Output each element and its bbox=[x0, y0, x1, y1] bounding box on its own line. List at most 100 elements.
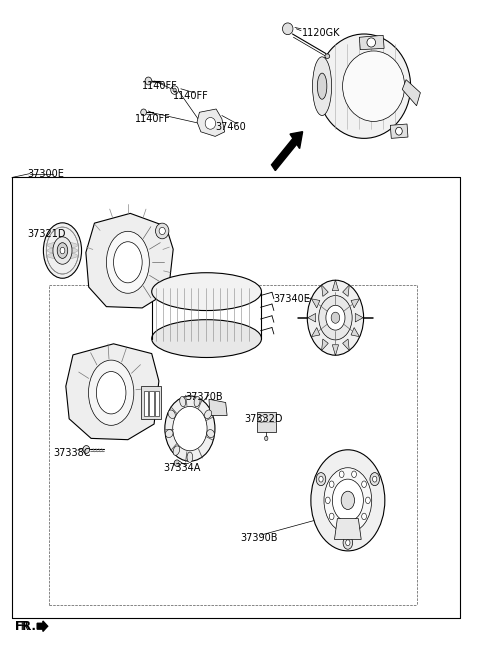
Ellipse shape bbox=[47, 248, 78, 253]
Bar bbox=[155, 391, 159, 415]
Ellipse shape bbox=[96, 371, 126, 414]
Ellipse shape bbox=[159, 227, 165, 234]
Ellipse shape bbox=[57, 243, 68, 258]
Ellipse shape bbox=[367, 38, 375, 47]
Ellipse shape bbox=[53, 237, 72, 264]
Polygon shape bbox=[335, 519, 361, 540]
Polygon shape bbox=[312, 299, 320, 308]
Ellipse shape bbox=[47, 252, 78, 259]
Polygon shape bbox=[86, 214, 173, 308]
Bar bbox=[257, 412, 276, 432]
Bar bbox=[144, 391, 148, 415]
Polygon shape bbox=[355, 314, 363, 322]
Ellipse shape bbox=[352, 523, 357, 530]
Ellipse shape bbox=[331, 312, 340, 324]
Ellipse shape bbox=[88, 360, 134, 425]
Polygon shape bbox=[312, 328, 320, 337]
Ellipse shape bbox=[346, 540, 350, 546]
Ellipse shape bbox=[173, 446, 180, 455]
Ellipse shape bbox=[166, 430, 173, 438]
Ellipse shape bbox=[107, 231, 149, 293]
Ellipse shape bbox=[141, 109, 146, 115]
Ellipse shape bbox=[325, 54, 330, 58]
Ellipse shape bbox=[259, 415, 264, 422]
Text: 37300E: 37300E bbox=[28, 169, 64, 179]
Text: 37370B: 37370B bbox=[185, 392, 223, 402]
Ellipse shape bbox=[205, 117, 216, 129]
Polygon shape bbox=[343, 339, 349, 350]
Polygon shape bbox=[141, 386, 161, 419]
Polygon shape bbox=[322, 339, 328, 350]
Ellipse shape bbox=[352, 471, 357, 477]
Ellipse shape bbox=[311, 450, 385, 551]
Ellipse shape bbox=[207, 430, 215, 438]
Text: 37332D: 37332D bbox=[245, 414, 283, 424]
Text: 1140FF: 1140FF bbox=[173, 91, 209, 101]
Ellipse shape bbox=[307, 280, 364, 355]
Ellipse shape bbox=[362, 481, 366, 487]
Ellipse shape bbox=[343, 536, 353, 550]
Text: 37321D: 37321D bbox=[28, 229, 66, 239]
FancyArrow shape bbox=[37, 621, 48, 631]
Text: 37334A: 37334A bbox=[164, 462, 201, 473]
Ellipse shape bbox=[332, 479, 363, 521]
Ellipse shape bbox=[156, 223, 169, 239]
Ellipse shape bbox=[60, 248, 65, 253]
Polygon shape bbox=[351, 299, 360, 308]
Ellipse shape bbox=[396, 127, 402, 135]
Polygon shape bbox=[343, 285, 349, 297]
FancyArrow shape bbox=[272, 132, 302, 170]
Ellipse shape bbox=[318, 34, 410, 138]
Ellipse shape bbox=[168, 410, 175, 419]
Ellipse shape bbox=[282, 23, 293, 35]
Polygon shape bbox=[322, 285, 328, 297]
Ellipse shape bbox=[43, 223, 82, 278]
Text: 1120GK: 1120GK bbox=[302, 28, 340, 38]
Text: 37338C: 37338C bbox=[53, 448, 90, 458]
Ellipse shape bbox=[324, 468, 372, 533]
Ellipse shape bbox=[264, 436, 268, 441]
Ellipse shape bbox=[316, 473, 326, 485]
Polygon shape bbox=[209, 400, 227, 415]
Ellipse shape bbox=[152, 320, 262, 358]
Polygon shape bbox=[332, 345, 338, 356]
Polygon shape bbox=[308, 314, 316, 322]
Ellipse shape bbox=[325, 497, 330, 504]
Ellipse shape bbox=[329, 481, 334, 487]
Polygon shape bbox=[332, 280, 338, 291]
Ellipse shape bbox=[145, 77, 152, 85]
Ellipse shape bbox=[165, 396, 215, 461]
Bar bbox=[149, 391, 154, 415]
Ellipse shape bbox=[326, 305, 345, 330]
Ellipse shape bbox=[180, 396, 186, 407]
Ellipse shape bbox=[114, 242, 142, 283]
Ellipse shape bbox=[187, 452, 193, 462]
Ellipse shape bbox=[152, 272, 262, 310]
Polygon shape bbox=[66, 344, 159, 440]
Ellipse shape bbox=[171, 86, 179, 94]
Ellipse shape bbox=[174, 460, 180, 466]
Text: 37340E: 37340E bbox=[274, 295, 310, 305]
Ellipse shape bbox=[339, 471, 344, 477]
Ellipse shape bbox=[329, 513, 334, 519]
Polygon shape bbox=[197, 109, 225, 136]
Ellipse shape bbox=[47, 242, 78, 249]
Ellipse shape bbox=[319, 476, 323, 482]
Ellipse shape bbox=[319, 295, 352, 340]
Polygon shape bbox=[402, 80, 420, 105]
Ellipse shape bbox=[362, 513, 366, 519]
Text: 1140FF: 1140FF bbox=[135, 114, 171, 124]
Ellipse shape bbox=[204, 410, 212, 419]
Ellipse shape bbox=[173, 88, 176, 92]
Text: FR.: FR. bbox=[15, 620, 33, 633]
Ellipse shape bbox=[317, 73, 327, 99]
Ellipse shape bbox=[365, 497, 370, 504]
Polygon shape bbox=[390, 124, 408, 138]
Ellipse shape bbox=[312, 57, 332, 115]
Text: 37390B: 37390B bbox=[240, 533, 277, 542]
Ellipse shape bbox=[339, 523, 344, 530]
Ellipse shape bbox=[194, 396, 200, 407]
Ellipse shape bbox=[343, 51, 405, 121]
Text: FR.: FR. bbox=[15, 620, 37, 633]
Ellipse shape bbox=[83, 445, 90, 453]
